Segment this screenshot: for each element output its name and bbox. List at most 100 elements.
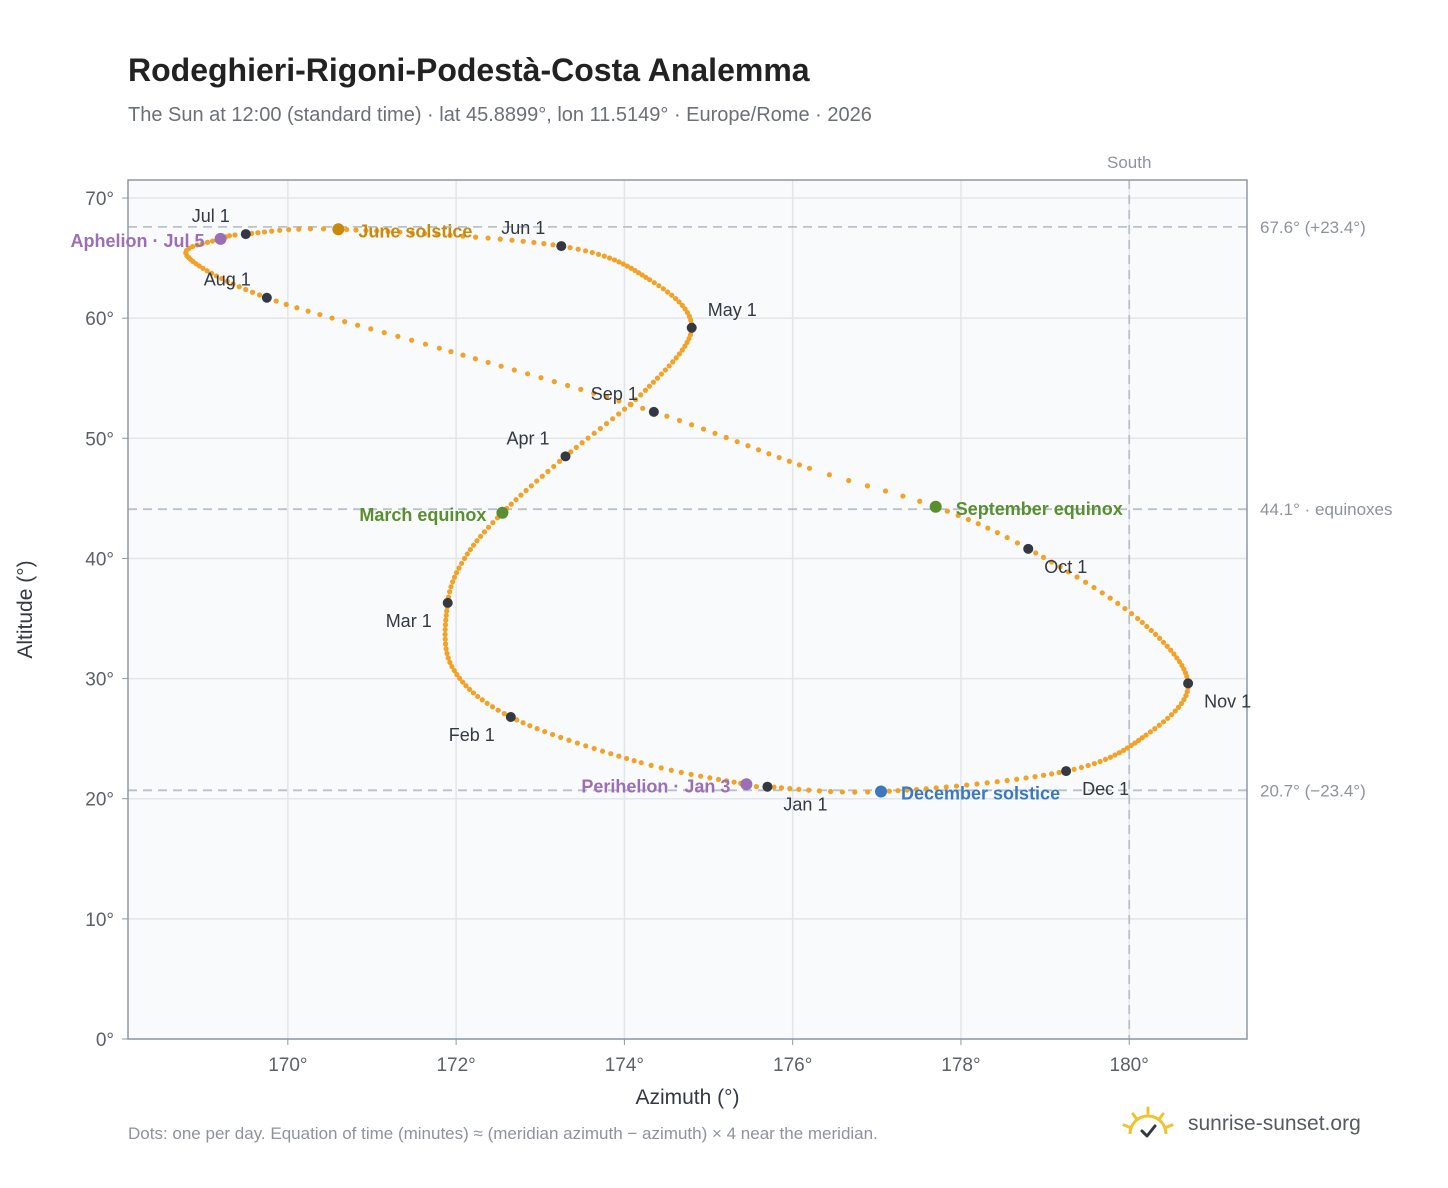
daily-dot — [573, 444, 579, 450]
daily-dot — [651, 280, 657, 286]
month-marker-label: Feb 1 — [449, 725, 495, 745]
daily-dot — [484, 700, 490, 706]
daily-dot — [669, 292, 675, 298]
daily-dot — [273, 298, 279, 304]
y-tick-label: 70° — [85, 189, 114, 210]
x-tick-label: 180° — [1110, 1055, 1149, 1076]
y-axis-ticks: 0° 10° 20° 30° 40° 50° 60° 70° — [85, 189, 128, 1051]
daily-dot — [1074, 574, 1080, 580]
daily-dot — [224, 278, 230, 284]
daily-dot — [633, 396, 639, 403]
month-marker-label: Jan 1 — [783, 795, 827, 815]
daily-dot — [583, 743, 589, 749]
daily-dot — [527, 723, 533, 729]
month-marker-label: Sep 1 — [591, 384, 638, 404]
daily-dot — [582, 248, 589, 254]
month-marker-label: Mar 1 — [386, 611, 432, 631]
daily-dot — [200, 265, 206, 271]
daily-dot — [682, 306, 688, 312]
footnote: Dots: one per day. Equation of time (min… — [128, 1124, 878, 1143]
y-tick-label: 40° — [85, 549, 114, 570]
daily-dot — [965, 516, 972, 523]
daily-dot — [479, 697, 485, 703]
y-tick-label: 30° — [85, 670, 114, 691]
daily-dot — [204, 239, 211, 245]
event-marker-label: Perihelion · Jan 3 — [581, 776, 730, 796]
month-marker-label: May 1 — [708, 300, 757, 320]
daily-dot — [344, 226, 350, 233]
reference-lines: 67.6° (+23.4°) 44.1° · equinoxes 20.7° (−2… — [128, 153, 1393, 1039]
daily-dot — [485, 235, 491, 241]
daily-dot — [616, 398, 622, 404]
daily-dot — [550, 242, 556, 248]
daily-dot — [574, 740, 580, 746]
daily-dot — [603, 421, 610, 427]
daily-dot — [923, 786, 929, 792]
daily-dot — [852, 789, 858, 795]
daily-dot — [243, 286, 249, 293]
daily-dot — [1160, 639, 1167, 645]
daily-dot — [255, 230, 261, 236]
daily-dot — [511, 367, 517, 373]
daily-dot — [1091, 760, 1097, 767]
daily-dot — [984, 780, 990, 786]
daily-dot — [656, 283, 662, 289]
daily-dot — [230, 281, 236, 287]
daily-dot — [826, 472, 832, 478]
month-marker-dot — [556, 241, 567, 252]
daily-dot — [723, 434, 729, 441]
daily-dot — [470, 690, 477, 696]
daily-dot — [447, 589, 453, 595]
daily-dot — [1152, 631, 1159, 637]
daily-dot — [213, 273, 220, 279]
daily-dot — [1085, 762, 1091, 769]
daily-dot — [796, 786, 802, 792]
month-marker-label: Dec 1 — [1082, 779, 1129, 799]
daily-dot — [953, 783, 960, 789]
daily-dot — [575, 246, 581, 252]
daily-dot — [624, 263, 630, 269]
month-marker-label: Apr 1 — [506, 428, 549, 448]
sun-logo-icon — [1122, 1106, 1174, 1138]
month-marker-dot — [1061, 766, 1072, 777]
daily-dot — [700, 426, 707, 432]
daily-dot — [776, 454, 782, 461]
daily-dot — [481, 529, 488, 535]
daily-dot — [501, 711, 507, 717]
brand-logo[interactable]: sunrise-sunset.org — [1120, 1104, 1361, 1144]
daily-dot — [631, 758, 637, 764]
daily-dot — [296, 226, 302, 232]
daily-dot — [444, 608, 450, 614]
daily-dot — [994, 779, 1000, 785]
daily-dot — [498, 363, 504, 369]
daily-dot — [447, 659, 453, 665]
y-tick-label: 10° — [85, 910, 114, 931]
daily-dot — [354, 322, 361, 328]
month-markers: Jan 1 Feb 1 Mar 1 Apr 1 May 1 Jun 1 Jul 1 Aug 1… — [192, 206, 1251, 815]
daily-dot — [628, 402, 634, 408]
event-marker-dot — [740, 778, 753, 791]
daily-dot — [1183, 693, 1189, 699]
y-tick-label: 0° — [96, 1030, 114, 1051]
daily-dot — [1175, 704, 1182, 710]
daily-dot — [1120, 747, 1127, 753]
daily-dot — [1184, 688, 1190, 695]
daily-dot — [1147, 729, 1154, 735]
daily-dot — [1057, 564, 1063, 570]
daily-dot — [442, 636, 448, 642]
daily-dot — [900, 493, 906, 499]
daily-dot — [745, 443, 751, 449]
daily-dot — [472, 356, 478, 362]
daily-dot — [534, 726, 540, 732]
daily-dot — [329, 315, 335, 321]
daily-dot — [460, 679, 466, 685]
daily-dot — [436, 345, 442, 351]
daily-dot — [277, 227, 283, 233]
daily-dot — [678, 769, 684, 775]
month-marker-label: Jul 1 — [192, 206, 230, 226]
daily-dot — [442, 626, 448, 633]
daily-dot — [648, 762, 654, 768]
x-tick-label: 176° — [773, 1055, 812, 1076]
month-marker-dot — [505, 712, 516, 723]
daily-dot — [1181, 696, 1187, 703]
